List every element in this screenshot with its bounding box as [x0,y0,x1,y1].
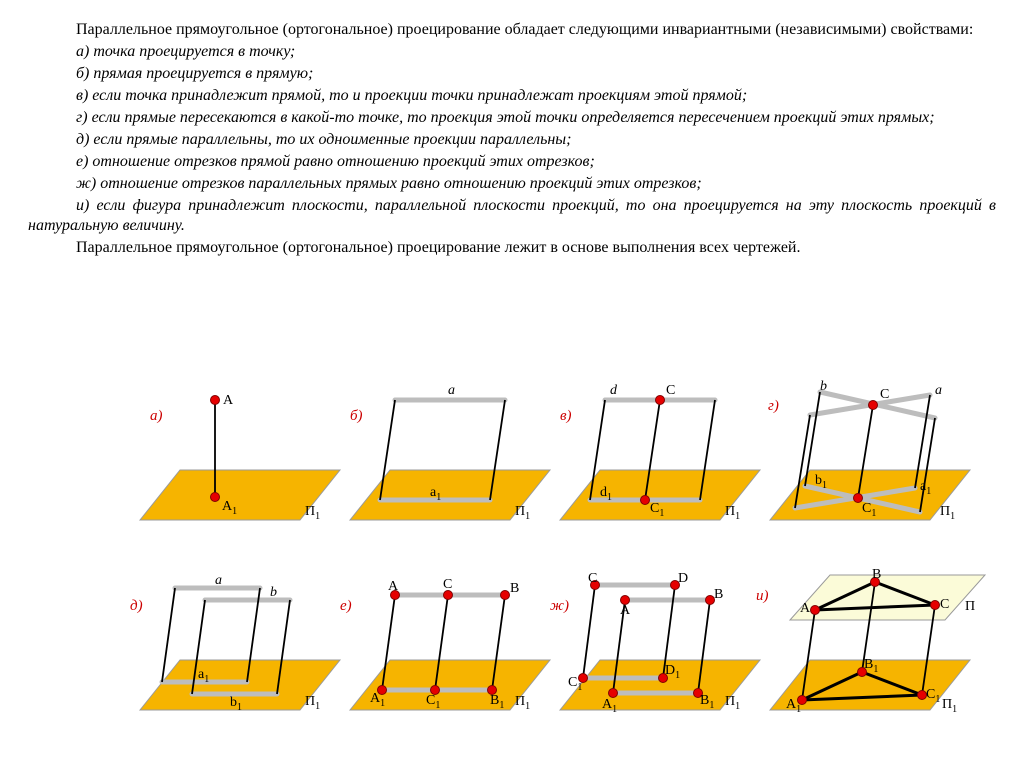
svg-text:б): б) [350,408,363,424]
diagram-v: dCd1C1в)П1 [560,383,760,522]
prop-a: а) точка проецируется в точку; [28,42,996,62]
svg-text:C: C [443,577,452,592]
svg-text:г): г) [768,398,779,414]
document-body: Параллельное прямоугольное (ортогонально… [0,0,1024,258]
svg-text:П1: П1 [515,504,530,522]
diagram-e: ACBA1C1B1е)П1 [340,577,550,712]
svg-text:D: D [678,571,688,586]
svg-text:П1: П1 [725,504,740,522]
svg-text:A: A [223,393,234,408]
diagram-i: ABCПA1B1C1и)П1 [756,567,985,715]
svg-text:B: B [510,581,519,596]
svg-text:е): е) [340,598,352,614]
svg-text:C: C [880,387,889,402]
diagram-b: aa1б)П1 [350,383,550,522]
svg-text:B: B [872,567,881,582]
svg-text:П1: П1 [305,504,320,522]
prop-b: б) прямая проецируется в прямую; [28,64,996,84]
svg-text:П1: П1 [725,694,740,712]
closing-paragraph: Параллельное прямоугольное (ортогонально… [28,238,996,258]
svg-text:a: a [448,383,455,398]
svg-text:b: b [270,585,277,600]
svg-text:b: b [820,380,827,394]
svg-text:d: d [610,383,618,398]
svg-text:П: П [965,599,975,614]
diagrams-svg: AA1а)П1aa1б)П1dCd1C1в)П1baCb1a1C1г)П1aba… [0,380,1024,760]
prop-e: д) если прямые параллельны, то их одноим… [28,130,996,150]
svg-text:C: C [666,383,675,398]
svg-text:B: B [714,587,723,602]
svg-text:и): и) [756,588,769,604]
svg-text:П1: П1 [940,504,955,522]
svg-text:П1: П1 [515,694,530,712]
svg-text:П1: П1 [305,694,320,712]
prop-d: г) если прямые пересекаются в какой-то т… [28,108,996,128]
svg-text:A: A [800,601,811,616]
svg-text:ж): ж) [550,598,569,614]
svg-text:a: a [215,573,222,588]
intro-paragraph: Параллельное прямоугольное (ортогонально… [28,20,996,40]
diagram-g: baCb1a1C1г)П1 [768,380,970,522]
svg-text:П1: П1 [942,697,957,715]
svg-text:A: A [620,603,631,618]
svg-text:A: A [388,579,399,594]
svg-text:в): в) [560,408,572,424]
prop-h: и) если фигура принадлежит плоскости, па… [28,196,996,236]
prop-g: ж) отношение отрезков параллельных прямы… [28,174,996,194]
diagrams-area: AA1а)П1aa1б)П1dCd1C1в)П1baCb1a1C1г)П1aba… [0,380,1024,760]
diagram-d: aba1b1д)П1 [130,573,340,713]
svg-text:д): д) [130,598,143,614]
svg-text:C: C [588,571,597,586]
svg-text:a: a [935,383,942,398]
svg-text:C: C [940,597,949,612]
prop-c: в) если точка принадлежит прямой, то и п… [28,86,996,106]
diagram-zh: CDABC1D1A1B1ж)П1 [550,571,760,715]
prop-f: е) отношение отрезков прямой равно отнош… [28,152,996,172]
svg-text:а): а) [150,408,163,424]
diagram-a: AA1а)П1 [140,393,340,522]
